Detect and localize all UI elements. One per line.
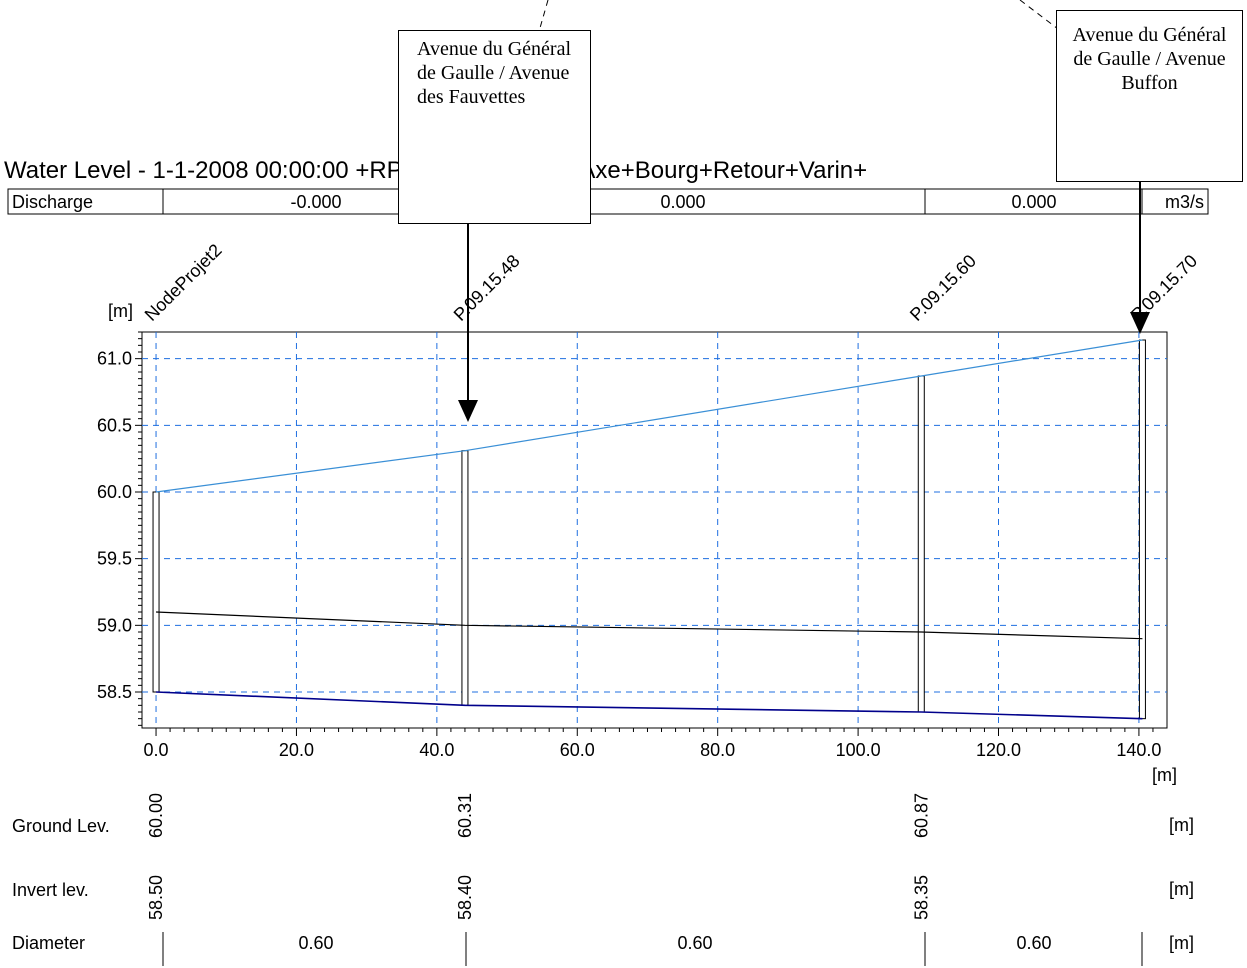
discharge-label: Discharge <box>12 192 93 212</box>
dashed-leader-line <box>1019 0 1063 33</box>
y-axis-label: [m] <box>108 301 133 321</box>
invert-level-value: 58.35 <box>911 875 931 920</box>
callout-text: Avenue du Général de Gaulle / Avenue des… <box>417 38 572 108</box>
discharge-value: 0.000 <box>1011 192 1056 212</box>
invert-level-value: 58.50 <box>146 875 166 920</box>
y-tick-labels: 58.5 59.0 59.5 60.0 60.5 61.0 <box>97 349 132 702</box>
callout-leaders <box>458 0 1150 422</box>
diameter-value: 0.60 <box>1016 933 1051 953</box>
grid <box>142 332 1167 728</box>
x-tick-label: 120.0 <box>976 740 1021 760</box>
callout-box-buffon: Avenue du Général de Gaulle / Avenue Buf… <box>1056 10 1243 182</box>
x-tick-label: 40.0 <box>419 740 454 760</box>
diameter-unit: [m] <box>1169 933 1194 953</box>
series-lines <box>155 339 1143 720</box>
discharge-value: -0.000 <box>290 192 341 212</box>
ground-level-value: 60.00 <box>146 793 166 838</box>
ground-level-label: Ground Lev. <box>12 816 110 836</box>
series-line-2 <box>156 691 1143 720</box>
manhole <box>917 375 925 713</box>
plot-frame <box>141 331 1168 729</box>
node-label: NodeProjet2 <box>141 240 226 325</box>
x-axis-label: [m] <box>1152 765 1177 785</box>
invert-level-unit: [m] <box>1169 879 1194 899</box>
discharge-row: Discharge -0.000 0.000 0.000 m3/s <box>7 188 1209 215</box>
level-values: 60.00 58.50 60.31 58.40 60.87 58.35 <box>146 793 931 920</box>
ground-level-unit: [m] <box>1169 815 1194 835</box>
x-tick-label: 80.0 <box>700 740 735 760</box>
series-line-1 <box>156 611 1143 640</box>
manhole <box>1138 339 1146 720</box>
y-tick-label: 59.0 <box>97 615 132 635</box>
node-label: P.09.15.48 <box>450 251 524 325</box>
y-tick-label: 59.5 <box>97 549 132 569</box>
manhole <box>461 450 469 706</box>
y-tick-label: 58.5 <box>97 682 132 702</box>
series-line-0 <box>155 339 1143 493</box>
callout-text: Avenue du Général de Gaulle / Avenue Buf… <box>1072 24 1227 94</box>
arrow-head-down-icon <box>458 400 478 422</box>
node-labels: NodeProjet2 P.09.15.48 P.09.15.60 P.09.15.7… <box>141 240 1201 325</box>
plot-area <box>135 331 1168 736</box>
x-tick-label: 140.0 <box>1116 740 1161 760</box>
minor-ticks <box>135 331 1154 736</box>
y-tick-label: 60.0 <box>97 482 132 502</box>
x-tick-label: 100.0 <box>836 740 881 760</box>
y-tick-label: 60.5 <box>97 415 132 435</box>
x-tick-label: 20.0 <box>279 740 314 760</box>
invert-level-label: Invert lev. <box>12 880 89 900</box>
manhole <box>152 491 160 693</box>
discharge-unit: m3/s <box>1165 192 1204 212</box>
diameter-value: 0.60 <box>677 933 712 953</box>
node-label: P.09.15.60 <box>906 251 980 325</box>
callout-box-fauvettes: Avenue du Général de Gaulle / Avenue des… <box>398 30 591 224</box>
ground-level-value: 60.87 <box>911 793 931 838</box>
bottom-table: Ground Lev. [m] Invert lev. [m] Diameter… <box>12 793 1194 966</box>
y-tick-label: 61.0 <box>97 349 132 369</box>
discharge-row-frame <box>7 188 1209 215</box>
diameter-label: Diameter <box>12 933 85 953</box>
x-tick-labels: 0.0 20.0 40.0 60.0 80.0 100.0 120.0 140.0 <box>144 740 1162 760</box>
ground-level-value: 60.31 <box>455 793 475 838</box>
discharge-value: 0.000 <box>660 192 705 212</box>
x-tick-label: 60.0 <box>560 740 595 760</box>
diameter-value: 0.60 <box>298 933 333 953</box>
arrow-head-down-icon <box>1130 312 1150 334</box>
x-tick-label: 0.0 <box>144 740 169 760</box>
invert-level-value: 58.40 <box>455 875 475 920</box>
